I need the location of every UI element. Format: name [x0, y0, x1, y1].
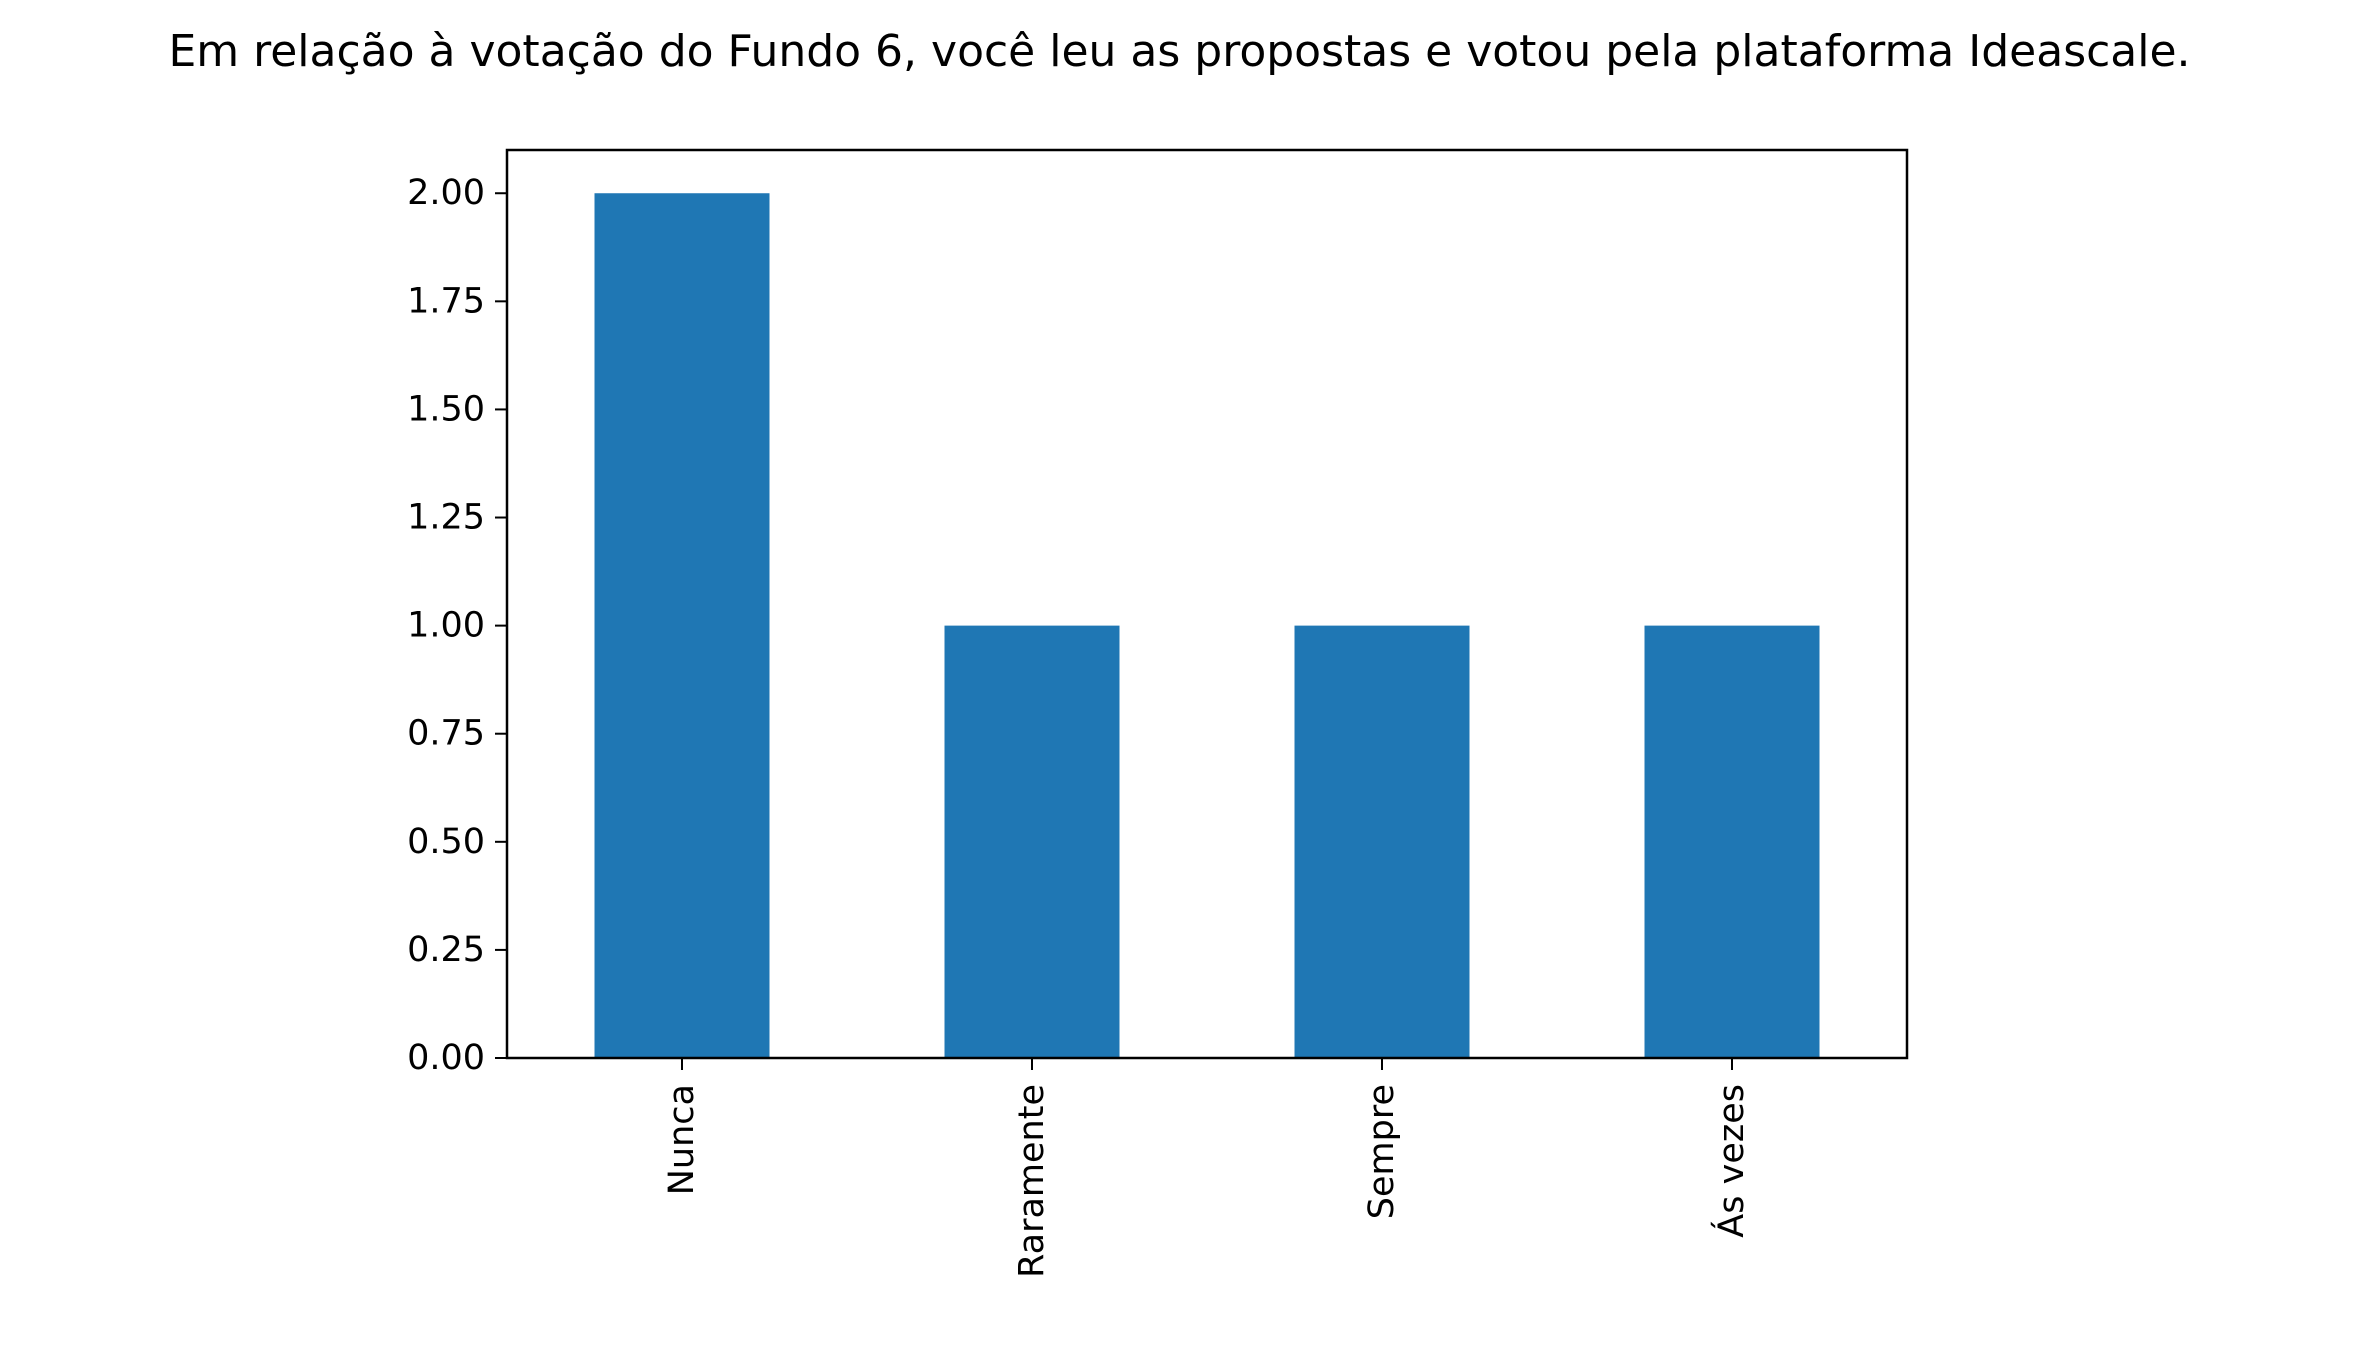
x-axis: Nunca Raramente Sempre Ás vezes [662, 1058, 1752, 1278]
y-tick-label-3: 0.75 [407, 714, 485, 754]
bar-0 [594, 193, 770, 1058]
y-tick-label-8: 2.00 [407, 173, 485, 213]
x-tick-label-3: Ás vezes [1710, 1084, 1752, 1238]
x-tick-label-0: Nunca [662, 1084, 702, 1195]
x-tick-label-2: Sempre [1362, 1084, 1402, 1219]
y-axis: 0.00 0.25 0.50 0.75 1.00 1.25 1.50 1.75 2.00 [407, 173, 507, 1078]
chart-title: Em relação à votação do Fundo 6, você le… [168, 26, 2191, 77]
y-tick-label-0: 0.00 [407, 1038, 485, 1078]
y-tick-label-2: 0.50 [407, 822, 485, 862]
y-tick-label-7: 1.75 [407, 281, 485, 321]
bars-layer [594, 193, 1820, 1058]
bar-2 [1294, 625, 1470, 1058]
bar-3 [1644, 625, 1820, 1058]
y-tick-label-1: 0.25 [407, 930, 485, 970]
plot-frame [505, 148, 1909, 1060]
y-tick-label-5: 1.25 [407, 498, 485, 538]
bar-1 [944, 625, 1120, 1058]
x-tick-label-1: Raramente [1012, 1084, 1052, 1278]
y-tick-label-6: 1.50 [407, 389, 485, 429]
y-tick-label-4: 1.00 [407, 606, 485, 646]
